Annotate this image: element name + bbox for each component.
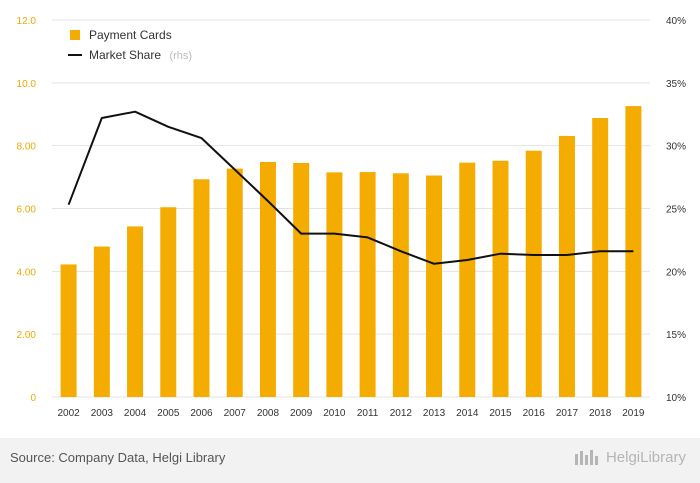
x-tick-label: 2003 bbox=[91, 408, 114, 419]
footer: Source: Company Data, Helgi Library Helg… bbox=[0, 438, 700, 483]
bar-2017 bbox=[558, 135, 575, 398]
bar-2004 bbox=[127, 226, 144, 397]
x-tick-label: 2010 bbox=[323, 408, 346, 419]
x-tick-label: 2018 bbox=[589, 408, 612, 419]
x-tick-label: 2013 bbox=[423, 408, 446, 419]
bar-2011 bbox=[359, 172, 376, 397]
left-tick-label: 10.0 bbox=[17, 79, 37, 90]
gridlines bbox=[52, 19, 650, 398]
left-tick-label: 6.00 bbox=[17, 205, 37, 216]
x-tick-label: 2011 bbox=[357, 408, 379, 419]
legend: Payment Cards Market Share (rhs) bbox=[68, 28, 192, 63]
left-tick-label: 2.00 bbox=[17, 330, 37, 341]
library-icon bbox=[574, 450, 598, 465]
market-share-line bbox=[67, 110, 634, 265]
bar-2018 bbox=[592, 118, 609, 398]
bar-2008 bbox=[259, 162, 276, 397]
line-series-market-share bbox=[67, 110, 634, 265]
right-tick-label: 10% bbox=[666, 393, 686, 404]
right-tick-label: 30% bbox=[666, 142, 686, 153]
x-tick-label: 2008 bbox=[257, 408, 280, 419]
bar-2015 bbox=[492, 160, 509, 397]
bar-2010 bbox=[326, 172, 343, 397]
logo-wordmark: HelgiLibrary bbox=[605, 448, 686, 466]
x-tick-label: 2005 bbox=[157, 408, 180, 419]
x-tick-label: 2015 bbox=[489, 408, 512, 419]
bar-2009 bbox=[293, 162, 310, 397]
bar-2013 bbox=[426, 175, 443, 397]
left-axis-ticks: 0 2.00 4.00 6.00 8.00 10.0 12.0 bbox=[17, 16, 37, 404]
left-tick-label: 4.00 bbox=[17, 267, 37, 278]
right-tick-label: 40% bbox=[666, 16, 686, 27]
right-tick-label: 35% bbox=[666, 79, 686, 90]
right-tick-label: 25% bbox=[666, 205, 686, 216]
bar-2012 bbox=[392, 173, 409, 397]
x-tick-label: 2012 bbox=[390, 408, 413, 419]
bar-2002 bbox=[60, 264, 77, 397]
legend-label-payment-cards: Payment Cards bbox=[89, 28, 172, 42]
right-tick-label: 20% bbox=[666, 267, 686, 278]
x-tick-label: 2017 bbox=[556, 408, 579, 419]
left-tick-label: 8.00 bbox=[17, 142, 37, 153]
legend-label-market-share-suffix: (rhs) bbox=[169, 50, 192, 62]
left-tick-label: 12.0 bbox=[17, 16, 37, 27]
bar-2007 bbox=[226, 168, 243, 397]
legend-swatch-payment-cards bbox=[70, 30, 80, 40]
x-tick-label: 2014 bbox=[456, 408, 479, 419]
bar-2016 bbox=[525, 150, 542, 397]
x-axis-ticks: 2002 2003 2004 2005 2006 2007 2008 2009 2010 2011… bbox=[57, 408, 644, 419]
x-tick-label: 2019 bbox=[622, 408, 645, 419]
x-tick-label: 2004 bbox=[124, 408, 147, 419]
legend-label-market-share: Market Share (rhs) bbox=[89, 46, 192, 63]
helgi-library-logo: HelgiLibrary bbox=[574, 448, 686, 466]
right-tick-label: 15% bbox=[666, 330, 686, 341]
x-tick-label: 2009 bbox=[290, 408, 313, 419]
bar-series-payment-cards bbox=[60, 106, 642, 398]
bar-2003 bbox=[93, 246, 110, 397]
x-tick-label: 2002 bbox=[57, 408, 80, 419]
right-axis-ticks: 10% 15% 20% 25% 30% 35% 40% bbox=[666, 16, 686, 404]
x-tick-label: 2006 bbox=[190, 408, 213, 419]
x-tick-label: 2007 bbox=[224, 408, 247, 419]
bar-2005 bbox=[160, 207, 177, 397]
bar-2014 bbox=[459, 162, 476, 397]
combo-chart: 0 2.00 4.00 6.00 8.00 10.0 12.0 10% 15% 20% 25% 30… bbox=[17, 16, 687, 419]
left-tick-label: 0 bbox=[30, 393, 36, 404]
x-tick-label: 2016 bbox=[523, 408, 546, 419]
bar-2006 bbox=[193, 179, 210, 397]
source-note: Source: Company Data, Helgi Library bbox=[10, 450, 226, 465]
legend-label-market-share-text: Market Share bbox=[89, 48, 161, 62]
